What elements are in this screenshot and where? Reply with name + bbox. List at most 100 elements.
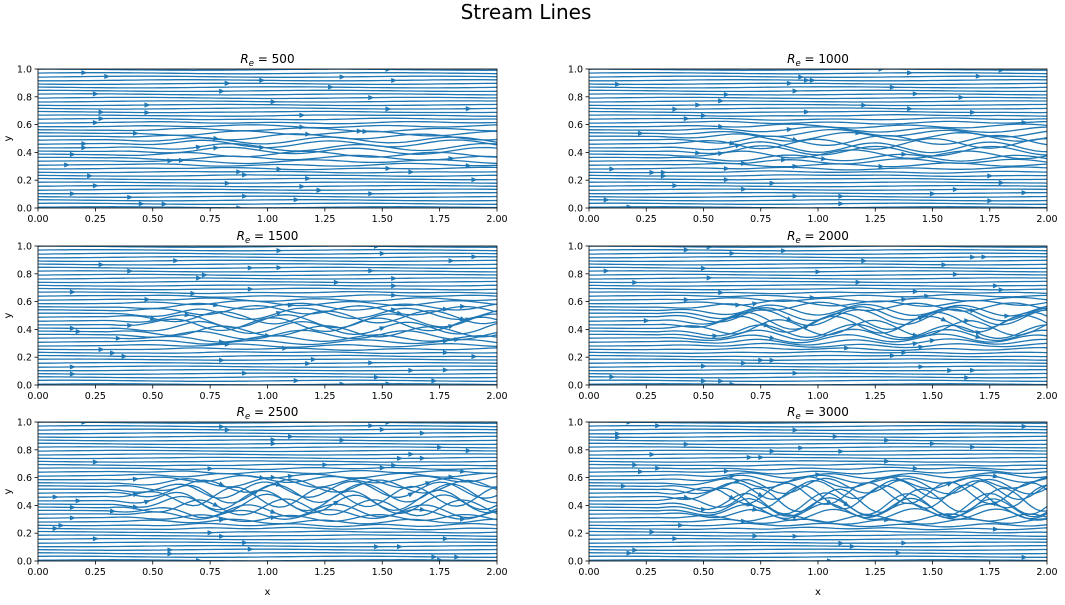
streamline — [38, 305, 497, 316]
streamline — [38, 365, 497, 368]
stream-arrow — [964, 318, 971, 324]
stream-arrow — [838, 448, 845, 455]
streamline — [589, 188, 1047, 191]
stream-arrow — [92, 183, 99, 189]
streamline — [38, 379, 497, 382]
streamline — [589, 266, 1047, 270]
stream-arrow — [143, 499, 151, 505]
y-tick-label: 0.4 — [568, 148, 583, 159]
streamline — [589, 311, 1047, 330]
streamline — [589, 319, 1047, 337]
streamline — [38, 435, 497, 439]
streamline — [589, 518, 1047, 525]
streamline — [38, 136, 497, 145]
streamline — [589, 379, 1047, 382]
x-tick-label: 1.25 — [865, 391, 886, 402]
stream-arrow — [792, 163, 799, 170]
x-tick-label: 1.00 — [257, 214, 278, 225]
stream-arrow — [723, 468, 730, 474]
stream-arrow — [207, 530, 214, 536]
streamline — [589, 259, 1047, 263]
stream-arrow — [792, 88, 799, 94]
stream-arrow — [798, 74, 805, 80]
streamline — [38, 120, 497, 125]
streamline — [38, 107, 497, 110]
stream-arrow — [672, 183, 679, 189]
stream-arrow — [752, 301, 759, 307]
streamline — [589, 128, 1047, 138]
stream-arrow — [471, 254, 478, 260]
stream-arrow — [792, 193, 799, 199]
stream-arrow — [368, 191, 375, 197]
x-tick-label: 1.50 — [372, 214, 393, 225]
y-tick-label: 0.8 — [568, 445, 583, 456]
stream-arrow — [242, 172, 249, 178]
stream-arrow — [632, 279, 639, 286]
streamline — [589, 449, 1047, 453]
stream-arrow — [379, 326, 386, 332]
streamline — [38, 259, 497, 263]
stream-arrow — [219, 533, 226, 539]
stream-arrow — [786, 80, 793, 86]
stream-arrow — [287, 433, 294, 440]
streamlines — [589, 422, 1047, 561]
stream-arrow — [218, 517, 226, 523]
stream-arrow — [626, 204, 633, 208]
stream-arrow — [861, 102, 868, 108]
x-tick-label: 1.25 — [314, 391, 335, 402]
streamline — [38, 110, 497, 114]
stream-arrow — [454, 554, 461, 560]
x-tick-label: 1.75 — [429, 567, 450, 578]
stream-arrow — [465, 163, 472, 169]
streamline — [589, 69, 1047, 71]
y-tick-label: 0.8 — [17, 269, 32, 280]
streamline — [589, 372, 1047, 375]
stream-arrow — [259, 77, 266, 83]
x-tick-label: 0.50 — [142, 391, 163, 402]
stream-arrow — [69, 151, 76, 157]
streamline — [589, 79, 1047, 82]
stream-arrow — [964, 375, 971, 381]
stream-arrow — [219, 424, 226, 430]
streamline — [38, 191, 497, 195]
streamline — [38, 463, 497, 467]
streamline — [38, 127, 497, 133]
streamline — [589, 544, 1047, 548]
streamline — [589, 479, 1047, 501]
stream-arrow — [224, 427, 231, 433]
streamline — [38, 273, 497, 277]
stream-arrow — [379, 250, 386, 257]
x-tick-label: 0.25 — [85, 391, 106, 402]
streamline — [38, 537, 497, 541]
streamline — [38, 480, 497, 499]
x-tick-label: 1.75 — [979, 391, 1000, 402]
y-tick-label: 1.0 — [568, 242, 583, 253]
y-tick-label: 0.6 — [17, 473, 32, 484]
stream-arrow — [81, 70, 88, 76]
streamlines — [589, 69, 1047, 208]
stream-arrow — [632, 547, 639, 553]
streamline — [589, 513, 1047, 523]
streamline — [38, 522, 497, 528]
x-tick-label: 0.75 — [200, 567, 221, 578]
streamline — [589, 107, 1047, 110]
streamline — [589, 303, 1047, 317]
streamline — [589, 526, 1047, 531]
stream-arrow — [941, 262, 948, 268]
stream-arrow — [1004, 313, 1011, 319]
stream-arrow — [368, 95, 375, 101]
streamline — [38, 453, 497, 456]
streamlines — [38, 69, 497, 208]
y-axis-label: y — [3, 488, 14, 494]
streamline — [38, 439, 497, 442]
streamline — [38, 166, 497, 171]
x-tick-label: 0.75 — [750, 214, 771, 225]
stream-arrow — [757, 491, 764, 497]
stream-arrow — [379, 465, 386, 471]
streamline — [38, 124, 497, 129]
streamline — [589, 338, 1047, 346]
stream-arrow — [649, 451, 656, 458]
stream-arrow — [132, 130, 139, 136]
stream-arrow — [437, 557, 444, 561]
streamline — [589, 435, 1047, 439]
